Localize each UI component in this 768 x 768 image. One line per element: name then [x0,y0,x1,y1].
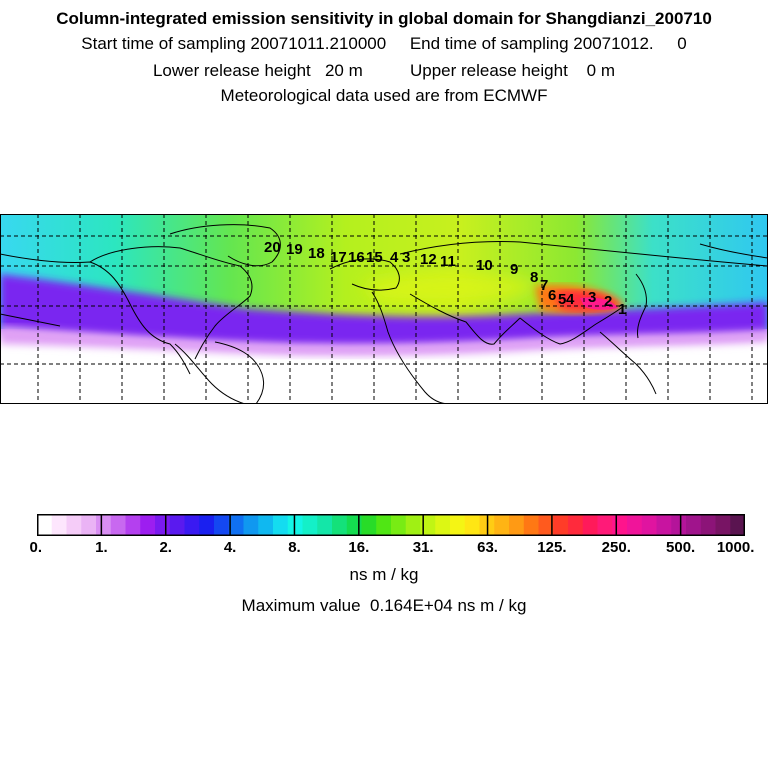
color-swatch [597,514,613,536]
maximum-value-label: Maximum value 0.164E+04 ns m / kg [241,596,527,615]
color-swatch [464,514,481,536]
trajectory-label: 15 [366,249,383,266]
trajectory-label: 1 [618,301,626,318]
color-swatch [332,514,348,536]
color-swatch [214,514,230,536]
sampling-time-line: Start time of sampling 20071011.210000 E… [81,34,687,53]
color-swatch [509,514,525,536]
trajectory-label: 7 [540,277,548,294]
color-scale-tick-label: 250. [601,539,631,556]
color-swatch [155,514,171,536]
trajectory-label: 9 [510,261,518,278]
color-swatch [317,514,333,536]
trajectory-label: 10 [476,257,493,274]
trajectory-label: 4 [566,291,575,308]
color-scale-swatches [37,514,746,536]
color-swatch [287,514,304,536]
trajectory-label: 6 [548,287,556,304]
color-scale-tick-label: 31. [412,539,434,556]
color-swatch [199,514,215,536]
color-swatch [671,514,687,536]
color-scale-tick-label: 0. [29,539,43,556]
trajectory-label: 5 [558,291,566,308]
color-scale-tick-label: 1. [95,539,108,556]
color-swatch [51,514,68,536]
trajectory-label: 11 [440,253,456,270]
color-swatch [627,514,643,536]
color-swatch [228,514,245,536]
trajectory-label: 2 [604,293,612,310]
color-swatch [715,514,731,536]
color-scale-units: ns m / kg [349,565,419,584]
color-swatch [81,514,97,536]
color-swatch [420,514,436,536]
field-hotspot-magenta [580,297,618,310]
color-swatch [538,514,554,536]
color-scale-tick-label: 125. [537,539,567,556]
color-scale-tick-label: 8. [288,539,301,556]
color-scale-frame [37,514,745,536]
color-scale-tick-label: 1000. [716,539,755,556]
color-swatch [376,514,392,536]
color-swatch [110,514,127,536]
trajectory-label: 3 [402,249,410,266]
trajectory-label: 3 [588,289,596,306]
color-scale-tick-label: 2. [159,539,172,556]
color-swatch [553,514,569,536]
color-swatch [37,514,53,536]
trajectory-label: 4 [390,249,399,266]
color-scale-tick-label: 4. [223,539,237,556]
color-swatch [125,514,141,536]
color-swatch [405,514,422,536]
trajectory-label: 18 [308,245,325,262]
trajectory-label: 19 [286,241,303,258]
color-swatch [96,514,112,536]
trajectory-label: 17 [330,249,347,266]
plot-title: Column-integrated emission sensitivity i… [56,9,712,28]
color-swatch [273,514,289,536]
color-swatch [730,514,746,536]
color-swatch [361,514,377,536]
field-purple-band [0,274,768,349]
color-swatch [346,514,363,536]
color-swatch [582,514,599,536]
color-swatch [700,514,717,536]
color-swatch [302,514,318,536]
color-swatch [656,514,672,536]
color-scale-tick-label: 500. [666,539,696,556]
color-swatch [450,514,466,536]
color-scale-bar [37,514,746,536]
color-scale-tick-label: 16. [348,539,370,556]
color-swatch [66,514,82,536]
color-swatch [435,514,451,536]
color-swatch [612,514,628,536]
field-violet-fringe [0,326,768,357]
color-swatch [641,514,658,536]
color-swatch [523,514,540,536]
color-swatch [258,514,274,536]
coastlines [0,224,768,404]
color-swatch [568,514,584,536]
sensitivity-map: 20 19 18 17 16 15 4 3 12 11 10 9 8 7 6 5… [0,214,768,404]
lat-lon-grid [0,214,768,404]
color-scale-tick-label: 63. [477,539,498,556]
release-height-line: Lower release height 20 m Upper release … [152,61,616,80]
color-swatch [184,514,200,536]
meteorological-data-line: Meteorological data used are from ECMWF [220,86,548,105]
trajectory-label: 12 [420,251,437,268]
trajectory-label: 20 [264,239,281,256]
color-swatch [140,514,156,536]
trajectory-label: 8 [530,269,538,286]
color-swatch [494,514,510,536]
color-swatch [243,514,259,536]
color-swatch [686,514,702,536]
trajectory-label: 16 [348,249,365,266]
field-yellow-core [360,272,540,304]
color-swatch [391,514,407,536]
color-swatch [169,514,186,536]
